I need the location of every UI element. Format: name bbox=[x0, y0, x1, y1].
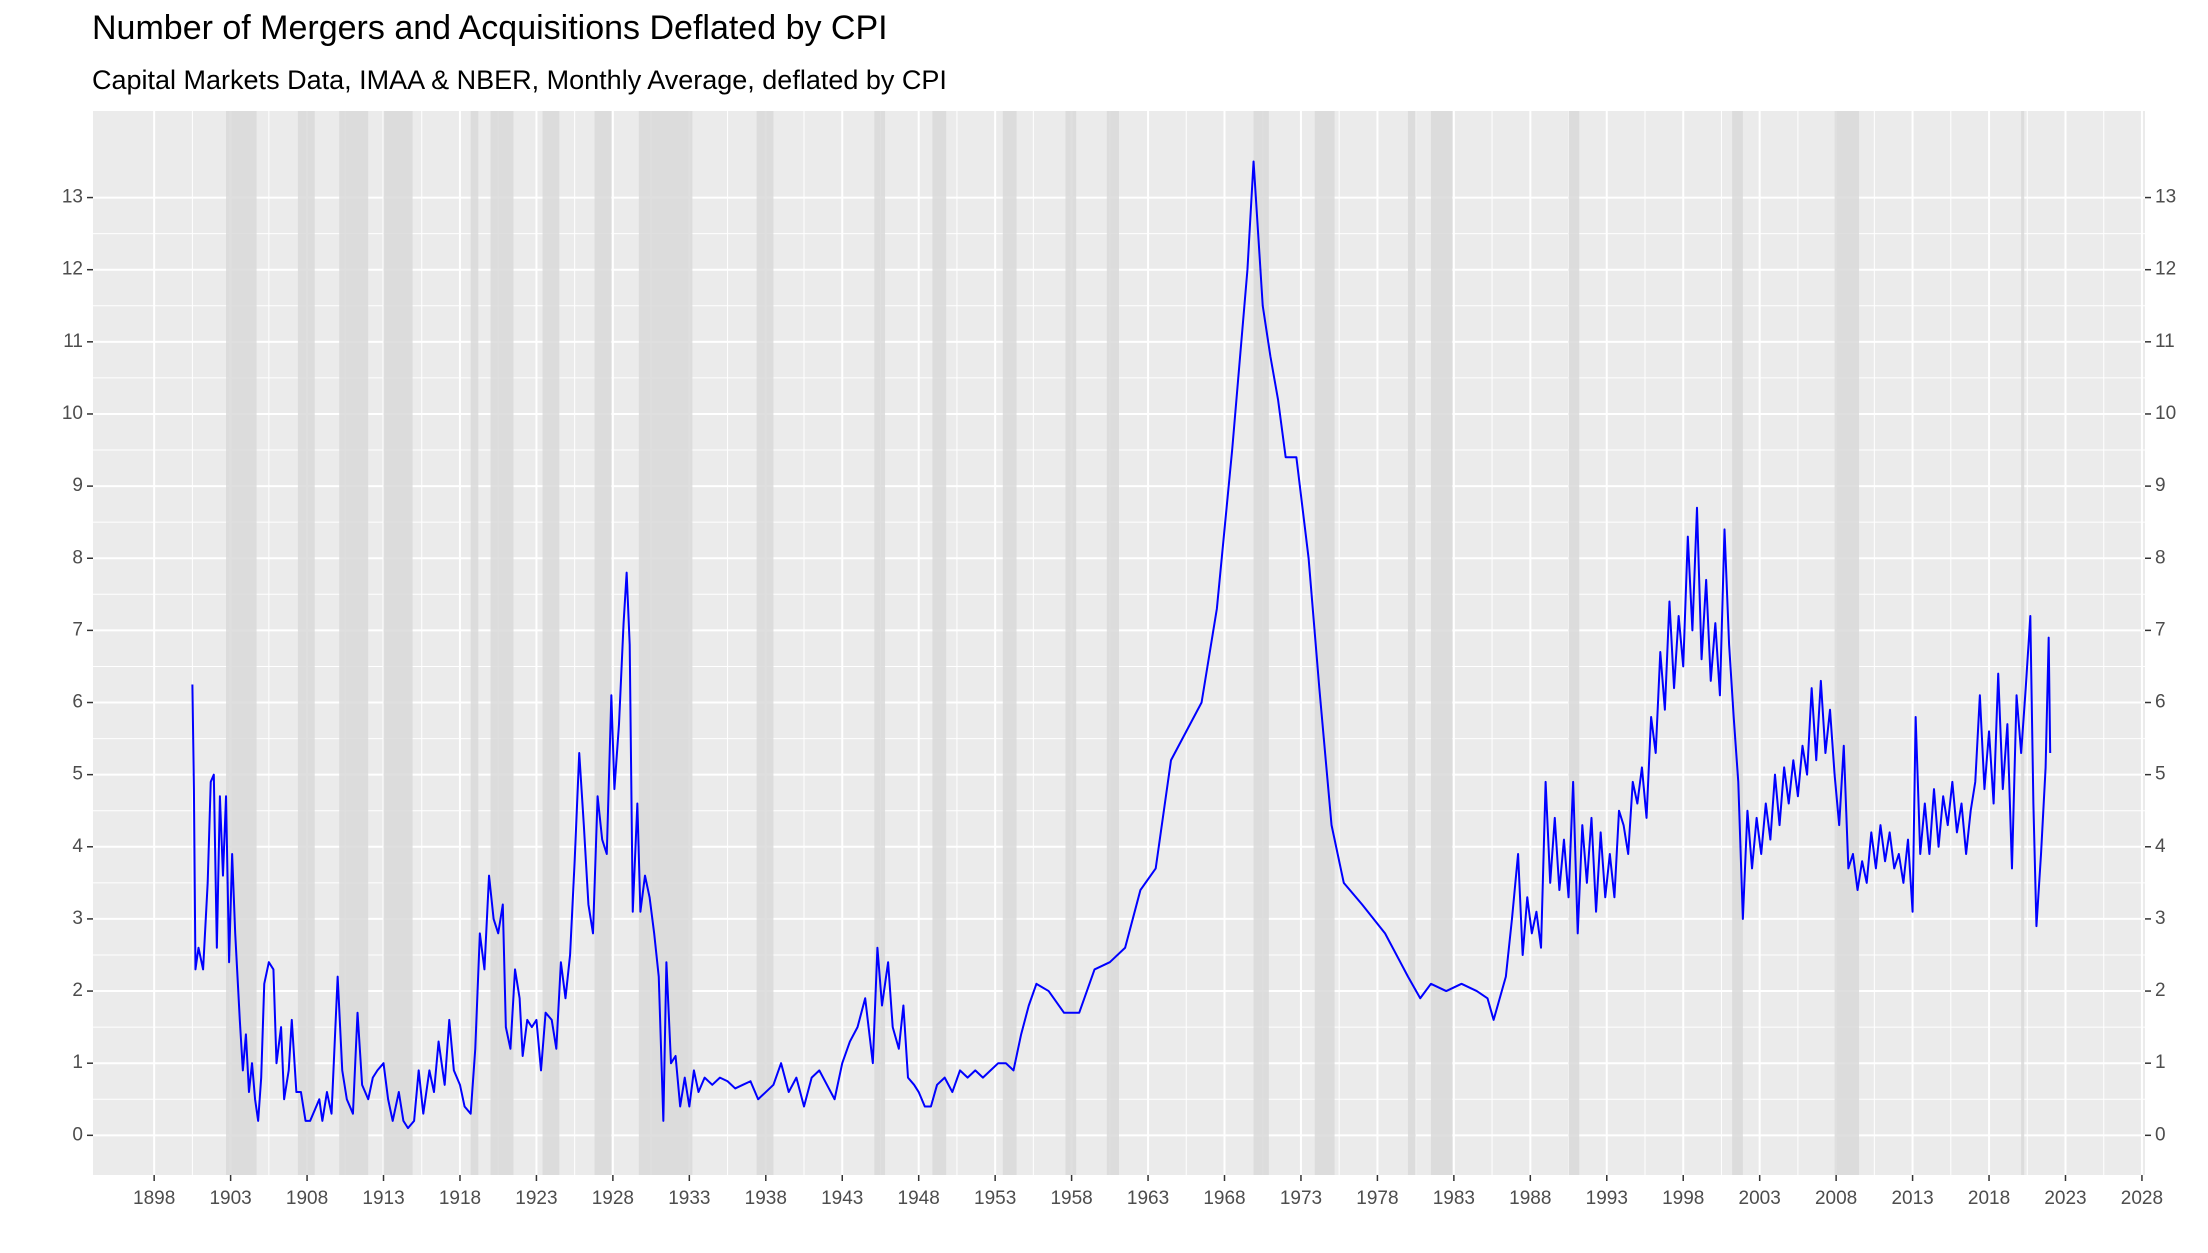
y-tick-label: 5 bbox=[72, 764, 83, 785]
x-tick-label: 1898 bbox=[133, 1188, 175, 1209]
x-tick-label: 2023 bbox=[2044, 1188, 2086, 1209]
x-tick-label: 1998 bbox=[1662, 1188, 1704, 1209]
x-tick-label: 1958 bbox=[1050, 1188, 1092, 1209]
y2-tick-label: 8 bbox=[2155, 547, 2166, 568]
y2-tick-label: 11 bbox=[2155, 331, 2175, 352]
x-tick-label: 1938 bbox=[745, 1188, 787, 1209]
x-tick-label: 1988 bbox=[1509, 1188, 1551, 1209]
data-line bbox=[191, 160, 2052, 1130]
shaded-period bbox=[1065, 111, 1077, 1175]
y-tick-label: 3 bbox=[72, 908, 83, 929]
x-tick-label: 1973 bbox=[1280, 1188, 1322, 1209]
x-tick-label: 1913 bbox=[362, 1188, 404, 1209]
x-tick-label: 1908 bbox=[286, 1188, 328, 1209]
y-tick-label: 12 bbox=[62, 259, 83, 280]
x-tick-label: 1948 bbox=[898, 1188, 940, 1209]
shaded-period bbox=[756, 111, 774, 1175]
x-tick-label: 1928 bbox=[592, 1188, 634, 1209]
shaded-period bbox=[1834, 111, 1860, 1175]
shaded-period bbox=[874, 111, 886, 1175]
shaded-period bbox=[2021, 111, 2025, 1175]
x-tick-label: 1983 bbox=[1433, 1188, 1475, 1209]
y-tick-label: 0 bbox=[72, 1124, 83, 1145]
x-tick-label: 2008 bbox=[1815, 1188, 1857, 1209]
y2-tick-label: 4 bbox=[2155, 836, 2166, 857]
y-tick-label: 8 bbox=[72, 547, 83, 568]
x-tick-label: 2018 bbox=[1968, 1188, 2010, 1209]
y-tick-label: 4 bbox=[72, 836, 83, 857]
shaded-period bbox=[1314, 111, 1335, 1175]
shaded-period bbox=[383, 111, 413, 1175]
y2-tick-label: 2 bbox=[2155, 980, 2166, 1001]
y2-tick-label: 6 bbox=[2155, 692, 2166, 713]
shaded-period bbox=[1430, 111, 1453, 1175]
shaded-period bbox=[1253, 111, 1269, 1175]
x-tick-label: 1903 bbox=[209, 1188, 251, 1209]
y2-tick-label: 10 bbox=[2155, 403, 2176, 424]
x-tick-label: 1943 bbox=[821, 1188, 863, 1209]
shaded-period bbox=[1407, 111, 1416, 1175]
y2-tick-label: 3 bbox=[2155, 908, 2166, 929]
x-tick-label: 2003 bbox=[1739, 1188, 1781, 1209]
y-tick-label: 13 bbox=[62, 187, 83, 208]
shaded-period bbox=[470, 111, 479, 1175]
y-tick-label: 2 bbox=[72, 980, 83, 1001]
shaded-period bbox=[1002, 111, 1017, 1175]
x-tick-label: 1953 bbox=[974, 1188, 1016, 1209]
shaded-period bbox=[594, 111, 612, 1175]
x-tick-label: 1993 bbox=[1586, 1188, 1628, 1209]
x-tick-label: 2013 bbox=[1891, 1188, 1933, 1209]
x-tick-label: 1933 bbox=[668, 1188, 710, 1209]
y-tick-label: 11 bbox=[63, 331, 83, 352]
chart-title: Number of Mergers and Acquisitions Defla… bbox=[92, 9, 888, 47]
chart-subtitle: Capital Markets Data, IMAA & NBER, Month… bbox=[92, 65, 947, 95]
shaded-period bbox=[226, 111, 257, 1175]
shaded-period bbox=[1732, 111, 1743, 1175]
y2-tick-label: 13 bbox=[2155, 187, 2176, 208]
y-tick-label: 1 bbox=[72, 1052, 83, 1073]
y2-tick-label: 12 bbox=[2155, 259, 2176, 280]
y-tick-label: 6 bbox=[72, 692, 83, 713]
shaded-period bbox=[490, 111, 514, 1175]
x-tick-label: 1923 bbox=[515, 1188, 557, 1209]
shaded-period bbox=[339, 111, 369, 1175]
x-tick-label: 1918 bbox=[439, 1188, 481, 1209]
shaded-period bbox=[1106, 111, 1119, 1175]
shaded-period bbox=[932, 111, 947, 1175]
x-tick-label: 1963 bbox=[1127, 1188, 1169, 1209]
y-tick-label: 10 bbox=[62, 403, 83, 424]
shaded-period bbox=[1568, 111, 1580, 1175]
x-tick-label: 1968 bbox=[1203, 1188, 1245, 1209]
shaded-period bbox=[297, 111, 315, 1175]
y2-tick-label: 1 bbox=[2155, 1052, 2166, 1073]
y-tick-label: 9 bbox=[72, 475, 83, 496]
x-tick-label: 1978 bbox=[1356, 1188, 1398, 1209]
y2-tick-label: 7 bbox=[2155, 619, 2166, 640]
y2-tick-label: 5 bbox=[2155, 764, 2166, 785]
shaded-period bbox=[542, 111, 560, 1175]
y-tick-label: 7 bbox=[72, 619, 83, 640]
y2-tick-label: 9 bbox=[2155, 475, 2166, 496]
x-tick-label: 2028 bbox=[2121, 1188, 2163, 1209]
y2-tick-label: 0 bbox=[2155, 1124, 2166, 1145]
